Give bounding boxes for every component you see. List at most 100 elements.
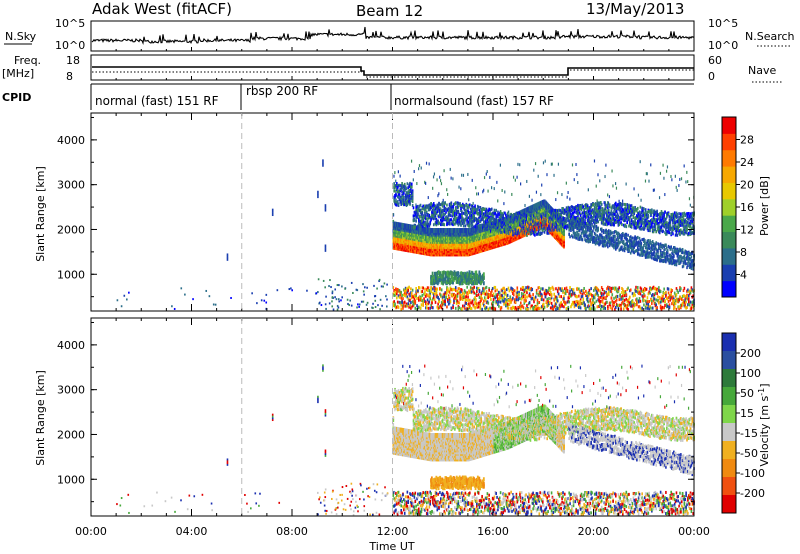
power-cell xyxy=(467,172,469,176)
power-cell xyxy=(527,285,529,289)
power-cell xyxy=(525,214,527,218)
freq-tick-bottom: 8 xyxy=(66,70,73,83)
power-cell xyxy=(528,217,531,221)
power-cell xyxy=(497,219,499,223)
power-cell xyxy=(460,208,462,212)
power-cell xyxy=(465,298,468,302)
power-cell xyxy=(433,292,436,296)
power-cell xyxy=(263,299,266,302)
power-cell xyxy=(420,299,423,303)
power-cell xyxy=(476,290,478,294)
power-cell xyxy=(322,159,324,162)
power-cell xyxy=(525,222,527,226)
power-cell xyxy=(317,196,319,199)
power-cell xyxy=(491,211,494,215)
power-cell xyxy=(483,213,486,217)
power-cell xyxy=(402,198,404,202)
power-cell xyxy=(395,193,397,197)
power-cell xyxy=(490,293,492,297)
power-cell xyxy=(483,289,485,293)
power-cell xyxy=(413,223,416,227)
power-cell xyxy=(397,193,400,197)
power-cell xyxy=(418,296,421,300)
power-cell xyxy=(271,210,274,213)
power-cell xyxy=(520,304,523,308)
power-cell xyxy=(477,301,480,305)
power-cell xyxy=(532,305,534,309)
power-cell xyxy=(495,227,497,231)
power-cell xyxy=(496,294,498,298)
power-cell xyxy=(507,228,510,232)
power-cell xyxy=(447,299,449,303)
power-cell xyxy=(448,212,451,216)
power-cell xyxy=(453,222,455,226)
power-cell xyxy=(533,300,535,304)
power-cell xyxy=(462,211,465,215)
power-cell xyxy=(463,292,466,296)
power-cell xyxy=(404,193,407,197)
power-cell xyxy=(526,233,528,237)
power-cell xyxy=(549,224,551,228)
power-cell xyxy=(355,288,358,291)
power-cell xyxy=(544,214,547,218)
power-cell xyxy=(491,224,494,228)
power-cell xyxy=(505,221,507,225)
power-cell xyxy=(533,232,535,236)
power-cell xyxy=(506,231,509,235)
power-cell xyxy=(423,206,425,210)
power-cell xyxy=(441,204,444,208)
power-cell xyxy=(407,195,410,199)
power-cell xyxy=(413,293,416,297)
power-cell xyxy=(465,203,468,207)
power-cell xyxy=(436,295,439,299)
power-cell xyxy=(477,293,480,297)
power-cell xyxy=(489,294,491,298)
power-cell xyxy=(454,287,456,291)
power-cell xyxy=(539,213,541,217)
power-cell xyxy=(541,229,544,233)
power-cell xyxy=(403,203,405,207)
power-cell xyxy=(416,205,418,209)
power-cell xyxy=(535,305,538,309)
power-cell xyxy=(418,224,421,228)
power-cell xyxy=(398,289,401,293)
power-cell xyxy=(457,201,460,205)
power-cell xyxy=(548,214,550,218)
power-cell xyxy=(549,216,552,220)
power-cell xyxy=(492,211,495,215)
power-cell xyxy=(410,188,412,192)
power-cell xyxy=(407,190,410,194)
power-cell xyxy=(468,205,470,209)
power-cell xyxy=(533,220,535,224)
power-cell xyxy=(501,214,504,218)
power-cell xyxy=(545,217,548,221)
freq-label: Freq. xyxy=(14,54,41,67)
power-cell xyxy=(427,222,430,226)
power-cell xyxy=(481,211,483,215)
power-cell xyxy=(508,218,511,222)
power-cell xyxy=(459,216,461,220)
power-cell xyxy=(428,292,431,296)
power-cell xyxy=(474,306,476,310)
power-cell xyxy=(411,197,414,201)
power-cell xyxy=(531,304,534,308)
power-cell xyxy=(455,217,458,221)
power-cell xyxy=(341,296,343,299)
power-cell xyxy=(476,209,478,213)
power-cell xyxy=(444,303,446,307)
power-cell xyxy=(426,204,429,208)
power-cell xyxy=(415,290,417,294)
power-cell xyxy=(533,224,535,228)
power-cell xyxy=(346,298,349,301)
power-cell xyxy=(337,306,340,309)
power-cell xyxy=(520,219,522,223)
power-cell xyxy=(494,285,497,289)
power-cell xyxy=(437,306,439,310)
power-cell xyxy=(416,182,418,186)
power-cell xyxy=(493,187,495,191)
power-cell xyxy=(350,281,353,284)
power-cell xyxy=(381,304,383,307)
power-cell xyxy=(401,197,403,201)
power-cell xyxy=(549,292,551,296)
power-cell xyxy=(488,222,490,226)
